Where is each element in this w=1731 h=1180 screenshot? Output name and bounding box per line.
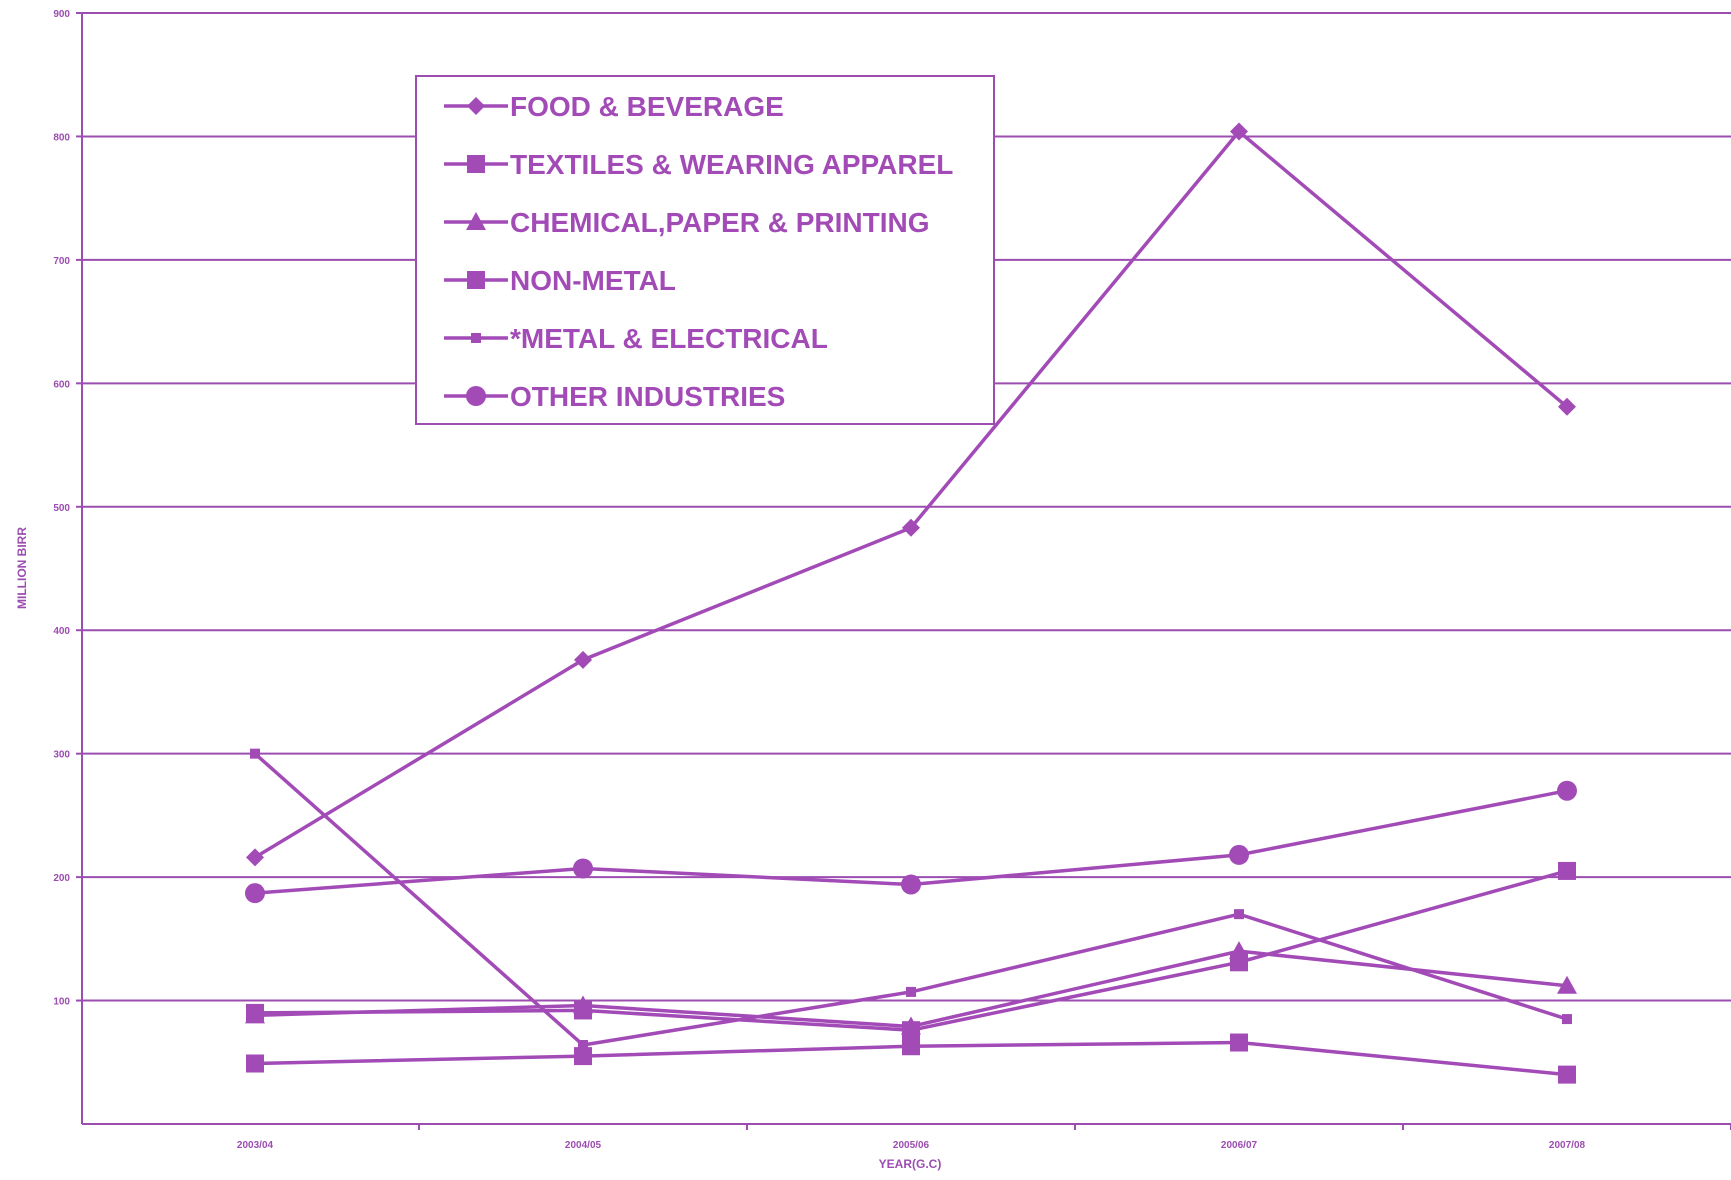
legend: FOOD & BEVERAGE TEXTILES & WEARING APPARE… xyxy=(415,75,995,425)
data-point xyxy=(1557,975,1577,994)
data-point xyxy=(578,1039,588,1050)
data-point xyxy=(250,748,260,759)
x-tick-label: 2004/05 xyxy=(565,1140,602,1151)
data-point xyxy=(1558,861,1576,880)
data-point xyxy=(245,883,265,904)
y-axis-title: MILLION BIRR xyxy=(15,527,29,609)
data-point xyxy=(902,1037,920,1056)
y-tick-label: 900 xyxy=(53,9,70,20)
data-point xyxy=(1230,122,1248,141)
data-point xyxy=(246,848,264,867)
data-point xyxy=(901,874,921,895)
y-tick-label: 200 xyxy=(53,873,70,884)
series-0 xyxy=(246,122,1576,867)
legend-label: FOOD & BEVERAGE xyxy=(510,91,784,122)
y-tick-label: 400 xyxy=(53,626,70,637)
data-point xyxy=(1558,397,1576,416)
series-5 xyxy=(245,780,1577,904)
y-tick-label: 100 xyxy=(53,997,70,1008)
data-point xyxy=(573,995,593,1014)
data-point xyxy=(1234,909,1244,920)
legend-item: FOOD & BEVERAGE xyxy=(444,91,784,122)
series-3 xyxy=(246,1033,1576,1084)
y-tick-label: 500 xyxy=(53,503,70,514)
legend-label: *METAL & ELECTRICAL xyxy=(510,323,828,354)
data-point xyxy=(1230,1033,1248,1052)
legend-item: CHEMICAL,PAPER & PRINTING xyxy=(444,207,930,238)
y-tick-label: 600 xyxy=(53,379,70,390)
data-point xyxy=(574,1047,592,1066)
legend-marker xyxy=(466,212,486,230)
legend-marker xyxy=(467,97,485,115)
series-2 xyxy=(245,941,1577,1035)
legend-item: OTHER INDUSTRIES xyxy=(444,381,785,412)
data-point xyxy=(1558,1065,1576,1084)
data-point xyxy=(574,650,592,669)
x-axis-title: YEAR(G.C) xyxy=(879,1157,942,1171)
y-tick-label: 300 xyxy=(53,750,70,761)
y-tick-label: 700 xyxy=(53,256,70,267)
legend-item: *METAL & ELECTRICAL xyxy=(444,323,828,354)
data-point xyxy=(1229,844,1249,865)
series-4 xyxy=(250,748,1572,1050)
data-point xyxy=(573,858,593,879)
data-point xyxy=(901,1016,921,1035)
legend-marker xyxy=(467,155,485,173)
legend-label: NON-METAL xyxy=(510,265,676,296)
axes: 100 200 300 400 500 600 700 800 900 2003/04 2004/0… xyxy=(53,9,1731,1151)
data-point xyxy=(1229,941,1249,960)
data-point xyxy=(902,518,920,537)
legend-label: CHEMICAL,PAPER & PRINTING xyxy=(510,207,930,238)
data-point xyxy=(906,986,916,997)
legend-item: TEXTILES & WEARING APPAREL xyxy=(444,149,953,180)
series-line xyxy=(254,869,1568,1032)
legend-marker xyxy=(471,333,481,343)
y-tick-label: 800 xyxy=(53,132,70,143)
x-tick-label: 2006/07 xyxy=(1221,1140,1258,1151)
legend-label: OTHER INDUSTRIES xyxy=(510,381,785,412)
legend-marker xyxy=(467,271,485,289)
legend-box xyxy=(415,75,995,425)
data-point xyxy=(245,1005,265,1024)
data-point xyxy=(246,1054,264,1073)
legend-marker xyxy=(466,386,486,406)
legend-item: NON-METAL xyxy=(444,265,676,296)
x-tick-label: 2007/08 xyxy=(1549,1140,1586,1151)
legend-label: TEXTILES & WEARING APPAREL xyxy=(510,149,953,180)
data-point xyxy=(1557,780,1577,801)
x-tick-label: 2003/04 xyxy=(237,1140,274,1151)
series-layer xyxy=(245,122,1577,1084)
x-tick-label: 2005/06 xyxy=(893,1140,930,1151)
data-point xyxy=(1562,1014,1572,1025)
